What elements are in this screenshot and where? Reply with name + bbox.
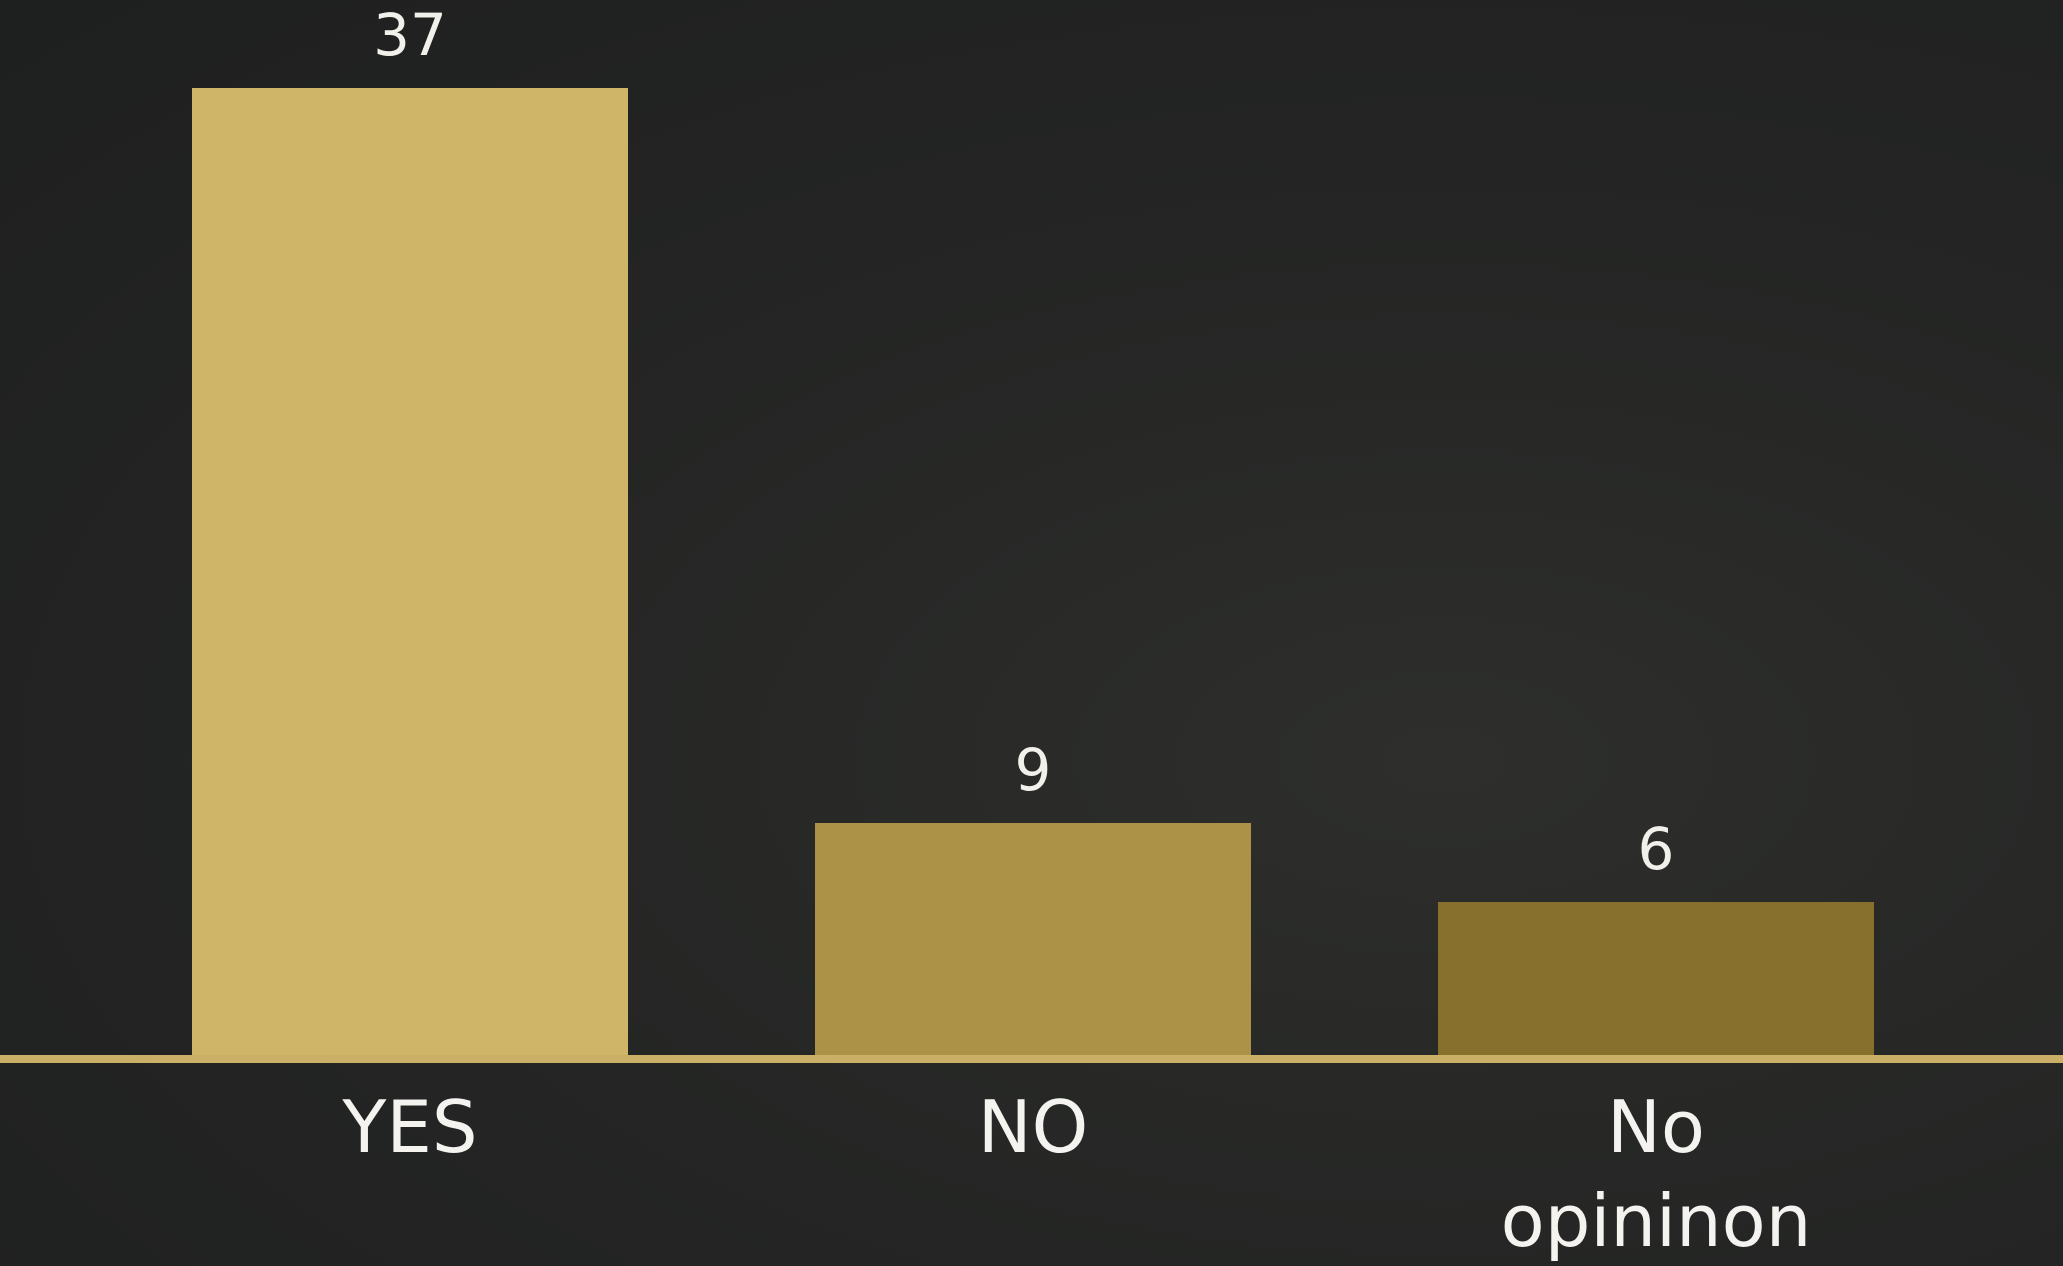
bar (815, 822, 1251, 1059)
x-tick-label: NO (977, 1085, 1089, 1169)
value-label: 9 (1014, 735, 1052, 804)
value-label: 37 (373, 0, 447, 69)
x-tick-label: YES (342, 1085, 478, 1169)
value-label: 6 (1637, 814, 1675, 883)
bar (1438, 901, 1874, 1059)
x-tick-label: No opininon (1500, 1085, 1812, 1263)
bar (192, 87, 628, 1059)
baseline (0, 1055, 2063, 1063)
